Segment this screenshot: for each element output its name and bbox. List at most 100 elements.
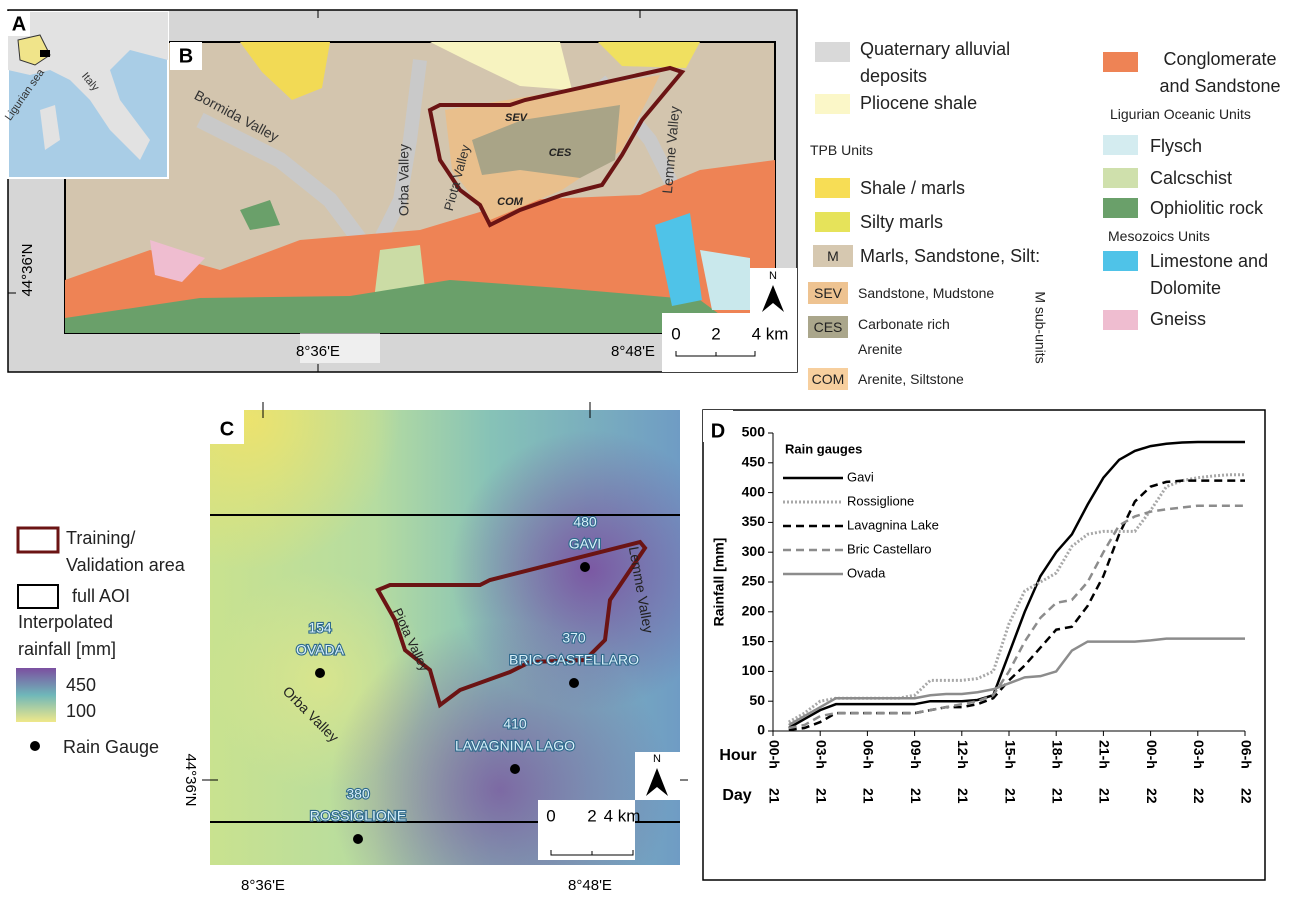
panel-label: C xyxy=(220,418,234,440)
legend-swatch xyxy=(1103,310,1138,330)
inset-aoi xyxy=(40,50,50,57)
legend-swatch xyxy=(815,212,850,232)
legend-swatch xyxy=(815,178,850,198)
legend-label: Bric Castellaro xyxy=(847,541,932,556)
legend-code: COM xyxy=(808,368,848,390)
y-tick-label: 400 xyxy=(742,483,766,499)
y-tick-label: 150 xyxy=(742,632,766,648)
legend-text: Flysch xyxy=(1150,133,1202,160)
legend-text: full AOI xyxy=(72,583,130,610)
legend-text: Shale / marls xyxy=(860,175,965,202)
panel-label: B xyxy=(179,45,193,67)
rainfall-map: C Orba Valley Piota Valley Lemme Valley … xyxy=(182,402,688,894)
gauge-name: BRIC CASTELLARO xyxy=(509,652,639,668)
x-tick-label: 09-h xyxy=(908,740,924,769)
rain-gauge xyxy=(580,562,590,572)
legend-code: M xyxy=(813,245,853,267)
legend-swatch xyxy=(1103,52,1138,72)
scale-label: 4 km xyxy=(604,806,641,825)
gauge-value: 154 xyxy=(308,620,332,636)
x-tick-label: 03-h xyxy=(1191,740,1207,769)
x-tick-day: 21 xyxy=(861,788,877,804)
legend-swatch xyxy=(1103,198,1138,218)
scale-label: 2 xyxy=(711,324,720,343)
panel-label: D xyxy=(711,420,725,442)
unit-label: COM xyxy=(497,196,524,208)
day-row-label: Day xyxy=(722,787,751,804)
scale-label: 4 km xyxy=(752,324,789,343)
lon-label: 8°48'E xyxy=(568,877,612,894)
figure: Bormida Valley Orba Valley Piota Valley … xyxy=(0,0,1297,902)
y-tick-label: 100 xyxy=(742,662,766,678)
legend-text: Ophiolitic rock xyxy=(1150,195,1263,222)
legend-code: SEV xyxy=(808,282,848,304)
x-tick-label: 15-h xyxy=(1002,740,1018,769)
legend-swatch xyxy=(815,94,850,114)
scale-label: 0 xyxy=(671,324,680,343)
gauge-name: ROSSIGLIONE xyxy=(310,808,406,824)
y-tick-label: 250 xyxy=(742,573,766,589)
legend-text: Interpolated rainfall [mm] xyxy=(18,609,168,663)
legend-title: Rain gauges xyxy=(785,441,862,456)
legend-text: Gneiss xyxy=(1150,306,1206,333)
x-tick-day: 21 xyxy=(908,788,924,804)
x-tick-label: 06-h xyxy=(861,740,877,769)
gauge-name: GAVI xyxy=(569,536,601,552)
legend-text: Limestone and Dolomite xyxy=(1150,248,1295,302)
legend-text: Sandstone, Mudstone xyxy=(858,281,994,306)
legend-swatch xyxy=(18,585,58,608)
gauge-value: 380 xyxy=(346,786,370,802)
legend-text: 450 xyxy=(66,672,96,699)
inset-map: A Ligurian sea Italy xyxy=(3,12,168,178)
rain-surface xyxy=(210,410,680,865)
x-tick-day: 22 xyxy=(1238,788,1254,804)
y-tick-label: 500 xyxy=(742,424,766,440)
legend-label: Rossiglione xyxy=(847,493,914,508)
legend-heading: TPB Units xyxy=(810,138,873,163)
legend-label: Lavagnina Lake xyxy=(847,517,939,532)
y-tick-label: 350 xyxy=(742,513,766,529)
legend-text: Rain Gauge xyxy=(63,734,159,761)
lon-label: 8°48'E xyxy=(611,343,655,360)
gauge-name: LAVAGNINA LAGO xyxy=(455,738,575,754)
legend-swatch xyxy=(1103,168,1138,188)
legend-swatch xyxy=(1103,251,1138,271)
unit-label: SEV xyxy=(505,112,529,124)
legend-swatch xyxy=(1103,135,1138,155)
y-tick-label: 50 xyxy=(749,692,765,708)
scale-label: 0 xyxy=(546,806,555,825)
rain-gauge xyxy=(315,668,325,678)
y-tick-label: 0 xyxy=(757,722,765,738)
lon-label: 8°36'E xyxy=(296,343,340,360)
legend-text: Pliocene shale xyxy=(860,90,977,117)
legend-text: Quaternary alluvial deposits xyxy=(860,36,1040,90)
x-tick-label: 21-h xyxy=(1097,740,1113,769)
x-tick-day: 22 xyxy=(1191,788,1207,804)
legend-text: Arenite, Siltstone xyxy=(858,367,964,392)
y-tick-label: 200 xyxy=(742,603,766,619)
legend-swatch xyxy=(815,42,850,62)
x-tick-day: 21 xyxy=(1002,788,1018,804)
x-tick-label: 12-h xyxy=(955,740,971,769)
x-tick-label: 18-h xyxy=(1049,740,1065,769)
legend-swatch xyxy=(18,528,58,552)
lon-label: 8°36'E xyxy=(241,877,285,894)
scale-label: 2 xyxy=(587,806,596,825)
x-tick-day: 22 xyxy=(1144,788,1160,804)
x-tick-day: 21 xyxy=(1097,788,1113,804)
rain-gauge xyxy=(569,678,579,688)
panel-label: A xyxy=(12,13,26,35)
legend-group-label: M sub-units xyxy=(1028,278,1053,378)
legend-text: Training/ Validation area xyxy=(66,525,206,579)
x-tick-label: 00-h xyxy=(766,740,782,769)
north-label: N xyxy=(653,753,661,765)
x-tick-label: 00-h xyxy=(1144,740,1160,769)
gauge-value: 410 xyxy=(503,716,527,732)
north-label: N xyxy=(769,270,777,282)
legend-text: Calcschist xyxy=(1150,165,1232,192)
legend-heading: Ligurian Oceanic Units xyxy=(1110,102,1251,127)
rain-gauge xyxy=(510,764,520,774)
x-tick-day: 21 xyxy=(1049,788,1065,804)
legend-heading: Mesozoics Units xyxy=(1108,224,1210,249)
x-tick-day: 21 xyxy=(955,788,971,804)
